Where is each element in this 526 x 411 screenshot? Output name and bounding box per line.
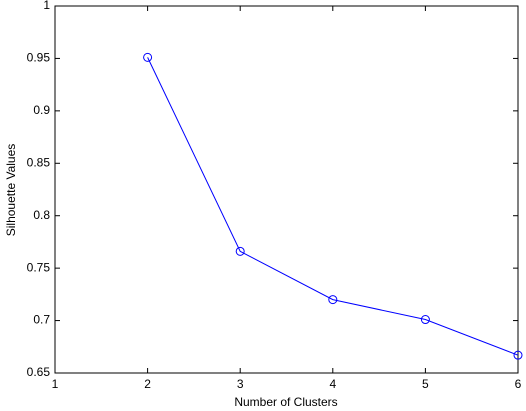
data-point (143, 52, 153, 62)
y-axis-label: Silhouette Values (4, 144, 18, 237)
y-tick-label: 0.9 (33, 103, 50, 117)
plot-frame (54, 5, 519, 374)
y-tick-label: 0.75 (27, 260, 51, 274)
y-tick-label: 0.95 (27, 51, 51, 65)
x-tick-label: 3 (237, 377, 244, 391)
x-tick-label: 5 (422, 377, 429, 391)
data-point (420, 315, 430, 325)
data-point (235, 246, 245, 256)
x-tick-label: 1 (52, 377, 59, 391)
x-tick-label: 4 (329, 377, 336, 391)
x-axis-label: Number of Clusters (234, 395, 337, 409)
y-tick-label: 0.8 (33, 208, 50, 222)
x-tick-label: 2 (144, 377, 151, 391)
y-tick-label: 0.7 (33, 313, 50, 327)
y-tick-label: 0.85 (27, 155, 51, 169)
x-tick-label: 6 (515, 377, 522, 391)
data-point (513, 350, 523, 360)
data-line (147, 57, 519, 356)
y-tick-label: 1 (43, 0, 50, 12)
y-tick-label: 0.65 (27, 365, 51, 379)
data-point (328, 295, 338, 305)
